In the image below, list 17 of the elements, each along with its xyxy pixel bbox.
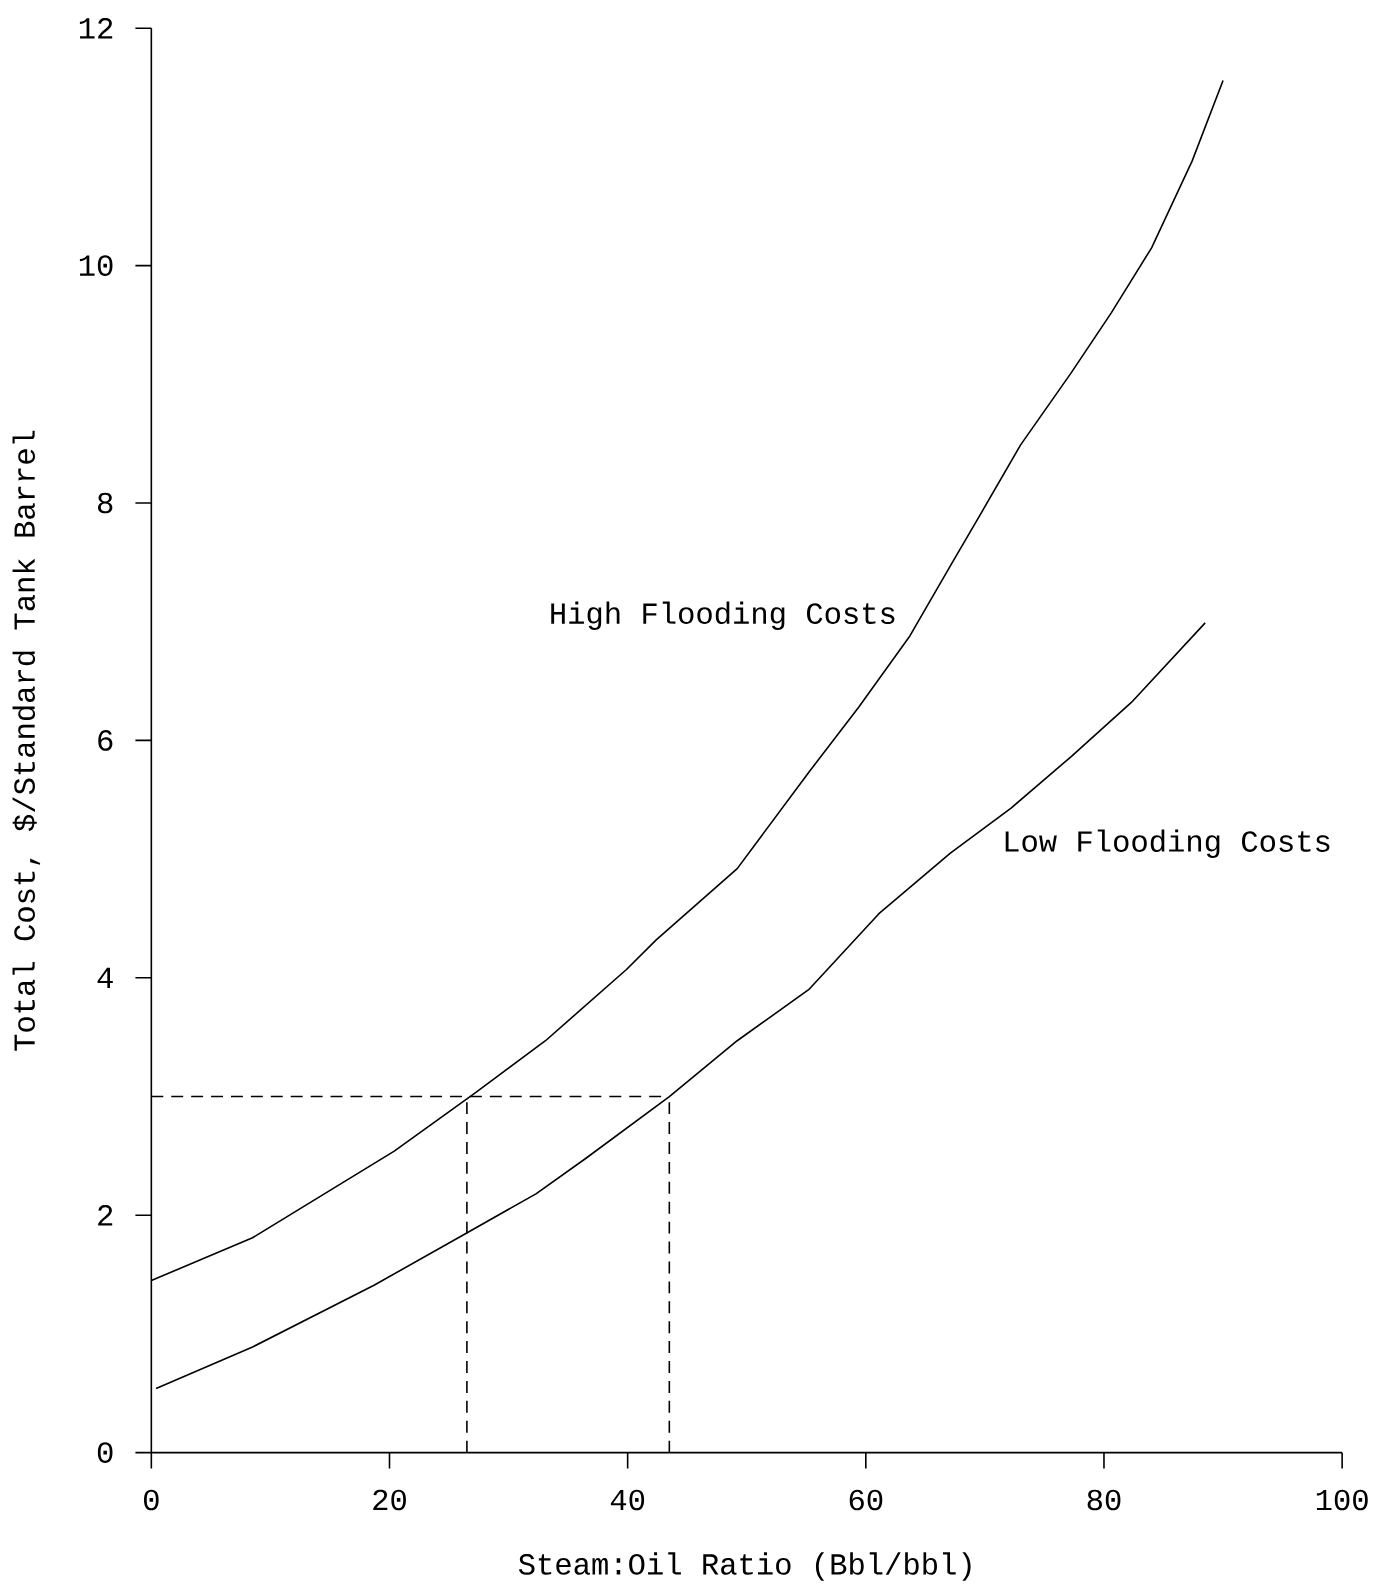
y-tick-label: 2 bbox=[98, 1205, 113, 1226]
y-tick-label: 0 bbox=[97, 1442, 113, 1463]
x-tick-label: 0 bbox=[144, 1489, 159, 1511]
y-tick-label: 10 bbox=[80, 255, 113, 276]
y-tick-label: 6 bbox=[98, 730, 113, 751]
y-tick-label: 12 bbox=[80, 17, 113, 39]
series-label: Low Flooding Costs bbox=[1005, 829, 1330, 858]
x-tick-label: 20 bbox=[373, 1489, 407, 1511]
y-axis-title: Total Cost, $/Standard Tank Barrel bbox=[12, 430, 41, 1051]
series-label: High Flooding Costs bbox=[551, 601, 895, 631]
x-tick-label: 80 bbox=[1087, 1489, 1121, 1511]
y-tick-label: 8 bbox=[98, 492, 113, 514]
x-tick-label: 60 bbox=[849, 1489, 883, 1511]
x-axis-title: Steam:Oil Ratio (Bbl/bbl) bbox=[518, 1552, 971, 1581]
x-tick-label: 40 bbox=[610, 1489, 645, 1511]
x-tick-label: 100 bbox=[1316, 1489, 1368, 1511]
y-tick-label: 4 bbox=[97, 967, 113, 988]
